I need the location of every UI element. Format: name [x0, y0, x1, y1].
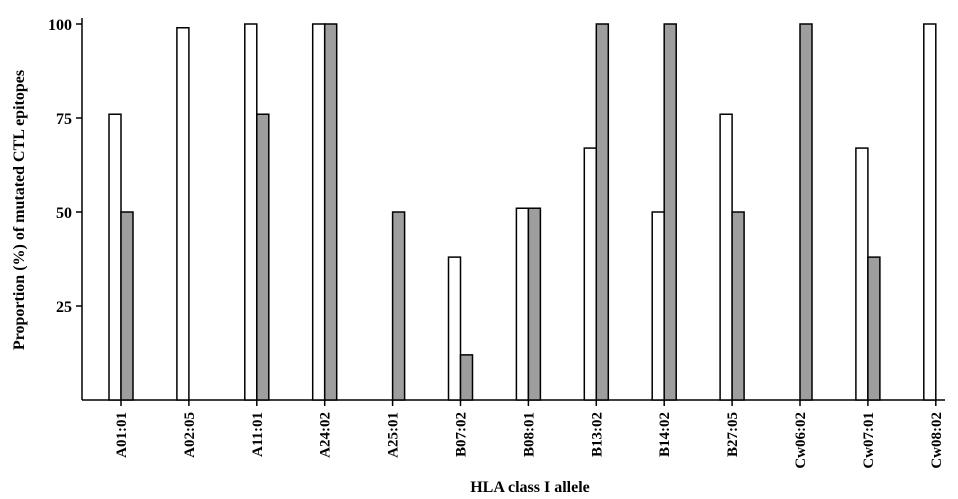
- x-tick-label: Cw08:02: [929, 412, 945, 469]
- bar-grey-A25-01: [391, 211, 406, 401]
- bar-grey-B14-02: [663, 23, 677, 401]
- bar-white-Cw07-01: [855, 147, 869, 401]
- x-tick-label: B07:02: [454, 412, 470, 457]
- bar-white-A02-05: [176, 27, 190, 401]
- x-tick-label: A01:01: [114, 412, 130, 458]
- bar-white-Cw08-02: [923, 23, 937, 401]
- x-tick-label: A11:01: [250, 412, 266, 457]
- plot-area: 25 50 75 100 A01:01 A02:05 A11:01 A24:02 A25:01 B…: [48, 17, 945, 469]
- x-tick-label: Cw07:01: [861, 412, 877, 469]
- x-tick-label: A02:05: [182, 412, 198, 458]
- bar-grey-B13-02: [595, 23, 610, 401]
- bar-grey-Cw06-02: [799, 23, 813, 401]
- bar-grey-A11-01: [256, 113, 270, 401]
- x-tick-label: Cw06:02: [793, 412, 809, 469]
- y-axis-title: Proportion (%) of mutated CTL epitopes: [11, 70, 28, 350]
- bar-grey-B07-02: [459, 354, 474, 401]
- x-tick-label: B14:02: [657, 412, 673, 457]
- y-tick-label: 75: [56, 111, 72, 128]
- x-axis-title: HLA class I allele: [470, 479, 590, 496]
- bar-white-B14-02: [651, 211, 665, 401]
- bar-white-B13-02: [583, 147, 598, 401]
- bar-grey-A24-02: [323, 23, 338, 401]
- bar-grey-B27-05: [731, 211, 745, 401]
- bar-white-B08-01: [515, 207, 530, 401]
- y-tick-label: 25: [56, 299, 72, 316]
- x-tick-label: B08:01: [521, 412, 537, 457]
- bar-white-A24-02: [311, 23, 326, 401]
- y-tick-label: 50: [56, 205, 72, 222]
- bar-white-A01-01: [108, 113, 122, 401]
- x-tick-label: A25:01: [386, 412, 402, 458]
- bar-grey-Cw07-01: [867, 256, 881, 401]
- bar-white-B07-02: [447, 256, 462, 401]
- bar-white-B27-05: [719, 113, 733, 401]
- y-tick-label: 100: [48, 17, 72, 34]
- x-tick-label: B27:05: [725, 412, 741, 457]
- x-tick-label: A24:02: [318, 412, 334, 458]
- bar-white-A11-01: [244, 23, 258, 401]
- x-tick-label: B13:02: [589, 412, 605, 457]
- bar-grey-A01-01: [120, 211, 134, 401]
- bar-grey-B08-01: [527, 207, 542, 401]
